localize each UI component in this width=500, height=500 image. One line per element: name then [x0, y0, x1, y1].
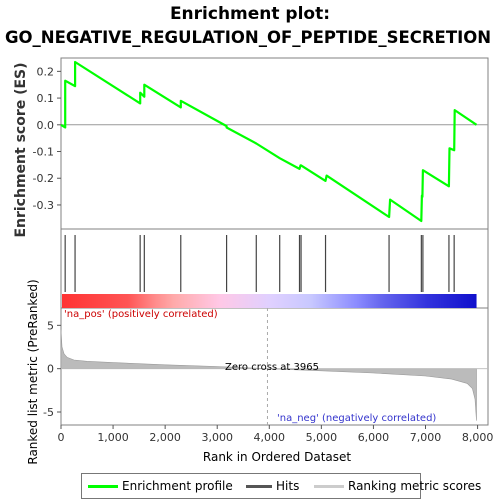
x-tick-label: 1,000	[97, 431, 129, 444]
x-tick-label: 6,000	[358, 431, 390, 444]
hit-lines	[64, 235, 455, 292]
rank-color-bar	[62, 294, 477, 308]
x-tick-label: 8,000	[462, 431, 494, 444]
metric-y-axis-label: Ranked list metric (PreRanked)	[26, 279, 40, 464]
legend-swatch-enrichment	[88, 485, 118, 488]
x-tick-label: 7,000	[410, 431, 442, 444]
legend-swatch-ranking	[314, 485, 344, 488]
enrichment-curve	[60, 60, 478, 223]
es-ytick-label: 0.0	[37, 119, 55, 132]
enrichment-profile-line	[60, 60, 478, 223]
zero-cross-label: Zero cross at 3965	[225, 362, 319, 373]
es-ytick-label: -0.2	[33, 172, 54, 185]
x-tick-label: 3,000	[201, 431, 233, 444]
es-ytick-label: 0.2	[37, 65, 55, 78]
metric-ytick-label: -5	[43, 406, 54, 419]
es-y-axis-label: Enrichment score (ES)	[13, 62, 29, 237]
legend-label-ranking: Ranking metric scores	[348, 479, 482, 493]
na-pos-annotation: 'na_pos' (positively correlated)	[64, 309, 218, 320]
ranked-metric-area	[60, 308, 488, 425]
metric-y-ticks: 5 0 -5	[43, 319, 61, 419]
legend-item-ranking: Ranking metric scores	[314, 478, 481, 494]
x-tick-label: 2,000	[149, 431, 181, 444]
x-tick-label: 5,000	[306, 431, 338, 444]
x-tick-label: 4,000	[254, 431, 286, 444]
na-neg-annotation: 'na_neg' (negatively correlated)	[277, 413, 436, 424]
x-ticks: 0 1,000 2,000 3,000 4,000 5,000 6,000 7,000 8,00…	[58, 425, 494, 444]
es-ytick-label: -0.1	[33, 146, 54, 159]
chart-title-line2: GO_NEGATIVE_REGULATION_OF_PEPTIDE_SECRET…	[4, 28, 492, 47]
es-y-ticks: 0.2 0.1 0.0 -0.1 -0.2 -0.3	[33, 65, 61, 212]
metric-ytick-label: 5	[47, 319, 54, 332]
metric-panel-frame	[60, 307, 489, 426]
legend-item-enrichment: Enrichment profile	[88, 478, 233, 494]
es-panel-frame	[60, 57, 489, 230]
es-ytick-label: -0.3	[33, 199, 54, 212]
rank-color-bar-fill	[62, 294, 477, 308]
x-axis-label: Rank in Ordered Dataset	[203, 450, 351, 464]
es-ytick-label: 0.1	[37, 92, 55, 105]
legend-label-hits: Hits	[276, 479, 300, 493]
x-tick-label: 0	[58, 431, 65, 444]
legend-item-hits: Hits	[246, 478, 299, 494]
legend: Enrichment profile Hits Ranking metric s…	[81, 473, 481, 499]
gsea-chart: 0.2 0.1 0.0 -0.1 -0.2 -0.3 5 0 -5 0 1,000 2,000 3,…	[13, 57, 494, 465]
legend-label-enrichment: Enrichment profile	[122, 479, 233, 493]
chart-title-line1: Enrichment plot:	[169, 4, 331, 24]
metric-ytick-label: 0	[47, 363, 54, 376]
legend-swatch-hits	[246, 485, 272, 488]
